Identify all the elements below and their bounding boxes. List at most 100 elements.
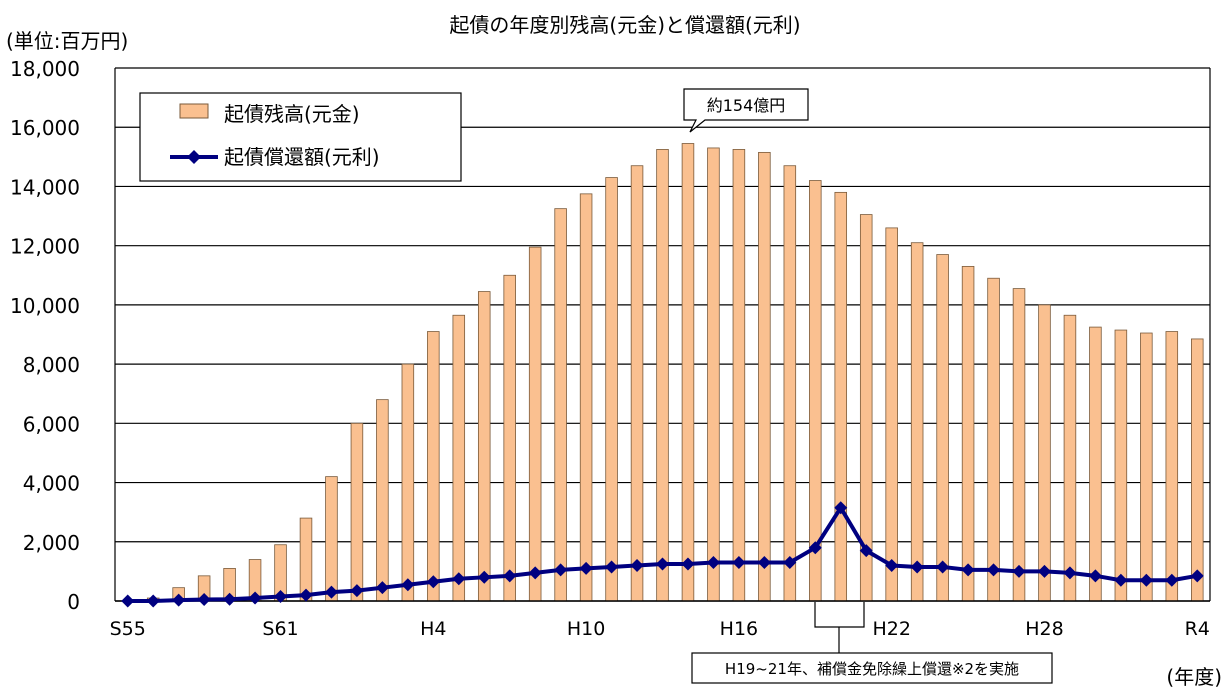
y-tick-label: 12,000 [10, 235, 80, 259]
line-point [656, 557, 669, 571]
y-tick-label: 8,000 [23, 353, 80, 377]
y-tick-label: 4,000 [23, 472, 80, 496]
line-point [503, 569, 517, 583]
bar [579, 193, 593, 602]
legend: 起債残高(元金) 起債償還額(元利) [139, 92, 462, 182]
x-tick-label: H4 [420, 618, 446, 640]
bar [681, 143, 695, 602]
bar [299, 517, 313, 602]
redemption-annotation: H19~21年、補償金免除繰上償還※2を実施 [691, 602, 1053, 684]
line-point [681, 557, 695, 571]
bar [350, 422, 364, 602]
line-point [605, 560, 619, 574]
bar [427, 331, 440, 602]
x-tick-label: H10 [567, 618, 605, 640]
bar [630, 165, 644, 602]
line-point [197, 593, 211, 607]
line-point [1012, 564, 1026, 578]
bar [477, 291, 491, 602]
line-point [579, 561, 593, 575]
peak-callout-box [683, 88, 809, 133]
line-point [401, 578, 415, 592]
line-point [757, 556, 771, 570]
x-tick-labels: S55 S61 H4 H10 H16 H22 H28 R4 [110, 618, 1210, 640]
line-point [732, 556, 746, 570]
line-point [1139, 573, 1153, 587]
bar [528, 246, 542, 602]
x-tick-label: H28 [1025, 618, 1063, 640]
axes [114, 68, 1211, 602]
line-point [248, 591, 262, 605]
bar [758, 151, 771, 602]
legend-line-label: 起債償還額(元利) [224, 145, 380, 169]
y-tick-label: 6,000 [23, 412, 80, 436]
redemption-bracket [814, 602, 865, 653]
bar [1063, 314, 1077, 602]
line-point [630, 558, 644, 572]
line-point [324, 585, 338, 599]
bar [656, 149, 669, 602]
legend-line-marker [187, 150, 201, 164]
line-point [350, 584, 364, 598]
x-tick-label: S61 [262, 618, 298, 640]
x-tick-label: R4 [1185, 618, 1210, 640]
x-axis-label: (年度) [1166, 665, 1222, 689]
peak-callout-text: 約154億円 [707, 96, 786, 115]
line-point [274, 590, 288, 604]
bar-series [146, 143, 1204, 602]
bar [987, 277, 1000, 602]
line-point [223, 592, 237, 606]
line-series [121, 501, 1204, 608]
bar [1140, 332, 1153, 602]
line-point [961, 563, 975, 577]
line-point [528, 566, 542, 580]
legend-bar-label: 起債残高(元金) [224, 102, 360, 126]
line-point [1037, 564, 1051, 578]
y-tick-label: 10,000 [10, 294, 80, 318]
peak-callout: 約154億円 [683, 88, 809, 133]
line-point [910, 560, 924, 574]
y-tick-labels: 0 2,000 4,000 6,000 8,000 10,000 12,000 14,000 1… [10, 57, 80, 614]
line-point [375, 581, 389, 595]
redemption-callout-box [691, 652, 1053, 684]
bar [834, 191, 848, 602]
line-point [936, 560, 950, 574]
unit-label: (単位:百万円) [6, 29, 128, 53]
bar [401, 363, 415, 602]
line-point [299, 588, 313, 602]
line-point [426, 575, 440, 589]
bar [503, 274, 516, 602]
line-point [987, 563, 1001, 577]
line-point [1088, 569, 1102, 583]
bar [885, 227, 898, 602]
line-point [1063, 566, 1077, 580]
x-tick-label: H16 [720, 618, 758, 640]
line-point [452, 572, 466, 586]
bar [707, 147, 720, 602]
bar [910, 242, 924, 602]
line-point [1114, 573, 1128, 587]
bar [961, 265, 975, 602]
y-tick-label: 0 [67, 590, 80, 614]
line-point [554, 563, 568, 577]
bar [554, 208, 567, 602]
chart-title: 起債の年度別残高(元金)と償還額(元利) [449, 13, 800, 37]
bar [605, 177, 618, 602]
x-tick-label: S55 [110, 618, 146, 640]
redemption-callout-text: H19~21年、補償金免除繰上償還※2を実施 [725, 660, 1019, 678]
bar [783, 165, 797, 602]
y-tick-label: 14,000 [10, 175, 80, 199]
line-point [1190, 569, 1204, 583]
line-point [706, 556, 720, 570]
bar [1191, 338, 1204, 602]
line-point [1165, 573, 1179, 587]
line-point [477, 570, 491, 584]
line-point [172, 593, 186, 607]
line-point [885, 558, 899, 572]
bar [732, 149, 746, 602]
y-tick-label: 2,000 [23, 531, 80, 555]
line-point [808, 541, 822, 555]
line-point [859, 544, 873, 558]
bar [1089, 326, 1102, 602]
